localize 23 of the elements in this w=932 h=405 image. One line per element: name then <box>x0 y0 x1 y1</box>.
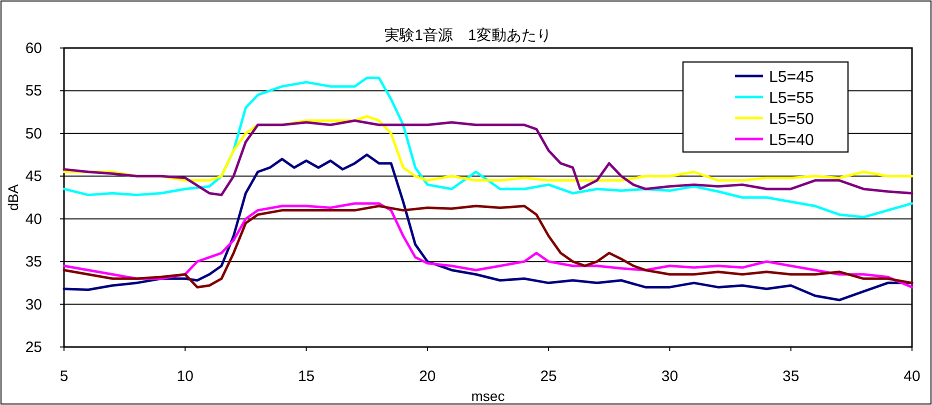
chart-title: 実験1音源 1変動あたり <box>384 27 552 44</box>
y-tick-label: 40 <box>25 210 42 228</box>
x-tick-label: 40 <box>904 368 920 385</box>
x-tick-label: 30 <box>661 368 678 385</box>
legend-label: L5=40 <box>769 132 814 149</box>
y-tick-label: 60 <box>25 40 42 57</box>
x-tick-label: 5 <box>60 368 68 385</box>
y-tick-label: 55 <box>25 82 42 100</box>
legend-label: L5=55 <box>769 90 814 107</box>
x-tick-label: 15 <box>298 368 315 385</box>
x-axis-title: msec <box>471 388 505 404</box>
y-tick-label: 45 <box>25 168 42 186</box>
y-tick-label: 30 <box>25 296 42 314</box>
x-tick-label: 20 <box>419 368 436 385</box>
x-tick-label: 10 <box>176 368 194 385</box>
y-tick-label: 50 <box>25 125 42 142</box>
legend-label: L5=45 <box>769 69 814 86</box>
x-tick-label: 25 <box>540 368 557 385</box>
y-tick-label: 25 <box>25 339 42 356</box>
y-tick-label: 35 <box>25 254 42 271</box>
legend-label: L5=50 <box>769 111 814 128</box>
x-tick-label: 35 <box>782 368 800 385</box>
y-axis-title: dBA <box>5 184 21 211</box>
